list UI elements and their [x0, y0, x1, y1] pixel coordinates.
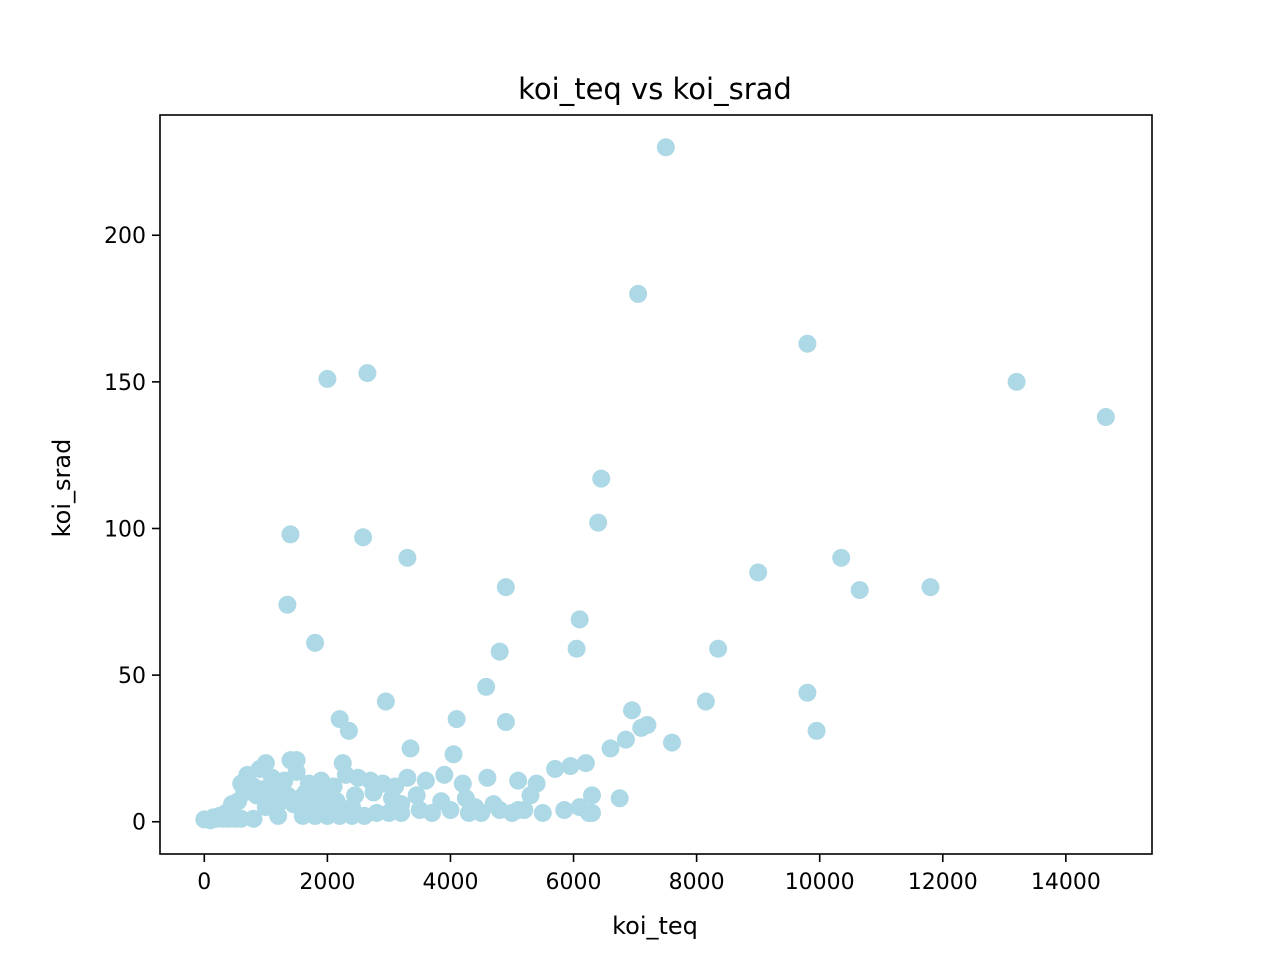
data-point [401, 739, 420, 758]
data-point [343, 798, 361, 817]
y-tick-label: 200 [104, 224, 146, 249]
data-point [232, 774, 251, 793]
data-point [478, 768, 497, 787]
data-point [466, 798, 485, 817]
data-point [358, 364, 377, 383]
data-point [278, 595, 297, 614]
x-tick-label: 10000 [785, 870, 855, 895]
data-point [696, 692, 715, 711]
data-point [798, 683, 817, 702]
data-point [281, 525, 300, 544]
data-point [629, 284, 648, 303]
x-tick-label: 14000 [1031, 870, 1101, 895]
data-point [490, 642, 509, 661]
data-point [533, 803, 552, 822]
data-point [749, 563, 768, 582]
x-tick-label: 4000 [422, 870, 478, 895]
data-point [204, 808, 223, 827]
data-point [327, 792, 346, 811]
data-point [453, 774, 472, 793]
data-point [244, 809, 263, 828]
data-point [583, 803, 601, 822]
data-point [410, 801, 429, 820]
data-point [407, 786, 426, 805]
data-point [632, 718, 651, 737]
data-point [269, 780, 288, 799]
x-tick-label: 0 [197, 870, 211, 895]
y-tick-label: 100 [104, 517, 146, 542]
data-point [832, 548, 851, 567]
y-tick-label: 0 [132, 811, 146, 836]
data-point [339, 721, 358, 740]
data-point [570, 610, 589, 629]
data-point [509, 801, 528, 820]
data-point [555, 801, 574, 820]
data-point [376, 692, 395, 711]
data-point [398, 768, 417, 787]
data-point [287, 762, 306, 781]
x-tick-label: 12000 [908, 870, 978, 895]
data-point [432, 792, 451, 811]
data-point [546, 759, 565, 778]
data-point [601, 739, 620, 758]
x-axis-title: koi_teq [612, 912, 698, 940]
data-point [392, 795, 411, 814]
data-point [592, 469, 611, 488]
x-tick-label: 6000 [546, 870, 602, 895]
data-point [509, 771, 528, 790]
data-point [807, 721, 826, 740]
data-point [583, 786, 601, 805]
data-point [364, 783, 383, 802]
data-point [1007, 372, 1026, 391]
data-point [229, 792, 248, 811]
data-point [589, 513, 608, 532]
data-point [521, 786, 540, 805]
data-point [444, 745, 463, 764]
x-tick-label: 2000 [299, 870, 355, 895]
data-point [306, 633, 325, 652]
data-point [616, 730, 635, 749]
data-point [318, 369, 337, 388]
data-point [416, 771, 435, 790]
points-layer [195, 138, 1115, 830]
chart-title: koi_teq vs koi_srad [518, 72, 792, 106]
y-axis: 0 50 100 150 200 [104, 224, 160, 836]
x-tick-label: 8000 [669, 870, 725, 895]
data-point [477, 677, 496, 696]
data-point [576, 754, 595, 773]
data-point [484, 795, 503, 814]
data-point [567, 639, 586, 658]
data-point [623, 701, 641, 720]
y-tick-label: 50 [118, 664, 146, 689]
x-axis: 0 2000 4000 6000 8000 10000 12000 14000 [197, 854, 1101, 895]
data-point [561, 757, 580, 776]
data-point [293, 795, 312, 814]
data-point [398, 548, 417, 567]
data-point [709, 639, 728, 658]
data-point [496, 713, 515, 732]
data-point [921, 578, 940, 597]
data-point [850, 581, 869, 600]
data-point [256, 798, 275, 817]
data-point [1096, 408, 1115, 427]
y-axis-title: koi_srad [48, 439, 76, 538]
data-point [496, 578, 515, 597]
y-tick-label: 150 [104, 371, 146, 396]
data-point [447, 710, 466, 729]
plot-frame [159, 114, 1153, 855]
data-point [656, 138, 675, 157]
data-point [435, 765, 454, 784]
data-point [663, 733, 681, 752]
data-point [610, 789, 629, 808]
data-point [354, 528, 373, 547]
data-point [798, 334, 817, 353]
